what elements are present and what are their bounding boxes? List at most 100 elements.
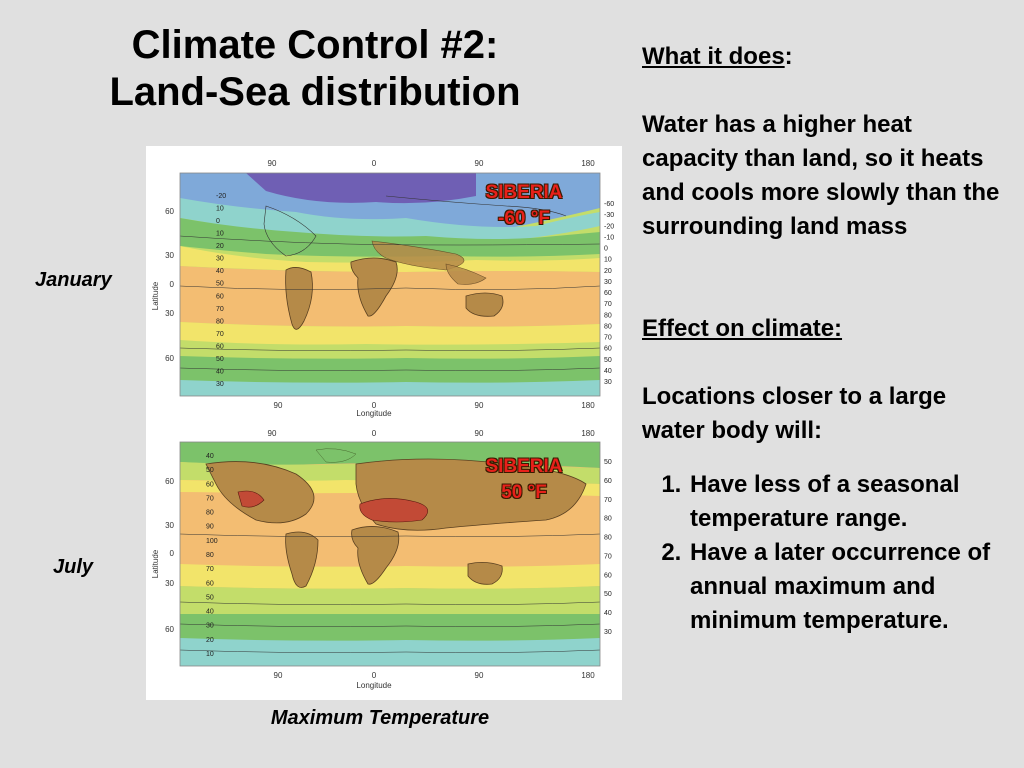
- jul-top-tick-1: 90: [268, 429, 277, 438]
- isotherm-label: 30: [604, 379, 612, 386]
- figure-caption: Maximum Temperature: [270, 707, 490, 729]
- isotherm-label: 40: [604, 368, 612, 375]
- effect-heading-row: Effect on climate:: [642, 312, 1014, 346]
- isotherm-label: 40: [206, 609, 214, 616]
- jan-isotherm-labels-right: -60 -30 -20 -10 0 10 20 30 60 70 80 80 70 60 50 40 30: [604, 201, 614, 386]
- january-map: 90 0 90 180 90 0 90 180 Longitude 60 30 …: [151, 159, 614, 418]
- jan-bottom-tick-3: 90: [475, 401, 484, 410]
- what-it-does-heading-row: What it does:: [642, 40, 1014, 74]
- siberia-january-callout: SIBERIA -60 °F: [462, 180, 586, 232]
- isotherm-label: 70: [604, 335, 612, 342]
- jan-top-tick-3: 90: [475, 159, 484, 168]
- isotherm-label: -60: [604, 201, 614, 208]
- jul-bottom-tick-2: 0: [372, 671, 377, 680]
- isotherm-label: 70: [604, 301, 612, 308]
- jan-lat-tick-4: 30: [165, 309, 174, 318]
- isotherm-label: 70: [604, 497, 612, 504]
- jul-x-axis-label: Longitude: [356, 681, 392, 690]
- jul-isotherm-labels-left: 40 50 60 70 80 90 100 80 70 60 50 40 30 20 10: [206, 453, 218, 658]
- siberia-july-callout: SIBERIA 50 °F: [462, 454, 586, 506]
- july-map: 90 0 90 180 90 0 90 180 Longitude 60 30 …: [151, 429, 612, 690]
- isotherm-label: 50: [604, 357, 612, 364]
- jan-lat-tick-1: 60: [165, 207, 174, 216]
- effects-list: Have less of a seasonal temperature rang…: [642, 468, 1014, 638]
- jan-bottom-tick-4: 180: [581, 401, 595, 410]
- jul-lat-tick-5: 60: [165, 625, 174, 634]
- isotherm-label: 0: [216, 218, 220, 225]
- what-it-does-heading: What it does: [642, 43, 785, 70]
- slide-title: Climate Control #2: Land-Sea distributio…: [60, 22, 570, 116]
- isotherm-label: 80: [604, 323, 612, 330]
- jul-lat-tick-3: 0: [170, 549, 175, 558]
- jul-bottom-tick-4: 180: [581, 671, 595, 680]
- isotherm-label: 80: [216, 318, 224, 325]
- isotherm-label: -20: [216, 193, 226, 200]
- isotherm-label: 50: [216, 281, 224, 288]
- what-it-does-body: Water has a higher heat capacity than la…: [642, 111, 1000, 240]
- isotherm-label: 60: [604, 572, 612, 579]
- isotherm-label: 10: [216, 206, 224, 213]
- maps-figure: 90 0 90 180 90 0 90 180 Longitude 60 30 …: [146, 146, 622, 700]
- isotherm-label: 80: [206, 510, 214, 517]
- effect-on-climate-heading: Effect on climate:: [642, 315, 843, 342]
- jul-lat-tick-1: 60: [165, 477, 174, 486]
- isotherm-label: 70: [216, 306, 224, 313]
- jul-top-tick-3: 90: [475, 429, 484, 438]
- isotherm-label: 80: [206, 552, 214, 559]
- isotherm-label: 0: [604, 246, 608, 253]
- isotherm-label: 30: [604, 279, 612, 286]
- isotherm-label: 10: [206, 651, 214, 658]
- isotherm-label: 20: [206, 637, 214, 644]
- explanation-column: What it does: Water has a higher heat ca…: [642, 40, 1014, 638]
- isotherm-label: -20: [604, 223, 614, 230]
- jan-x-axis-label: Longitude: [356, 409, 392, 418]
- isotherm-label: 40: [216, 268, 224, 275]
- isotherm-label: -30: [604, 212, 614, 219]
- jan-lat-tick-3: 0: [170, 280, 175, 289]
- siberia-january-name: SIBERIA: [485, 182, 563, 203]
- isotherm-label: 60: [604, 290, 612, 297]
- isotherm-label: 30: [216, 256, 224, 263]
- jul-bottom-tick-1: 90: [274, 671, 283, 680]
- siberia-january-temp: -60 °F: [498, 208, 550, 229]
- jul-bottom-tick-3: 90: [475, 671, 484, 680]
- effect-item: Have less of a seasonal temperature rang…: [688, 468, 1014, 536]
- jan-lat-tick-2: 30: [165, 251, 174, 260]
- jan-lat-tick-5: 60: [165, 354, 174, 363]
- jan-isotherm-labels-left: -20 10 0 10 20 30 40 50 60 70 80 70 60 50 40 30: [216, 193, 226, 388]
- isotherm-label: 40: [206, 453, 214, 460]
- january-label: January: [35, 269, 112, 291]
- jul-y-axis-label: Latitude: [151, 549, 160, 578]
- isotherm-label: 50: [216, 356, 224, 363]
- jul-top-tick-2: 0: [372, 429, 377, 438]
- isotherm-label: 50: [604, 591, 612, 598]
- jul-top-tick-4: 180: [581, 429, 595, 438]
- jan-bottom-tick-1: 90: [274, 401, 283, 410]
- isotherm-label: 60: [604, 346, 612, 353]
- effect-item: Have a later occurrence of annual maximu…: [688, 536, 1014, 638]
- jan-top-tick-2: 0: [372, 159, 377, 168]
- isotherm-label: 10: [604, 257, 612, 264]
- isotherm-label: 60: [216, 343, 224, 350]
- siberia-july-name: SIBERIA: [485, 456, 563, 477]
- isotherm-label: 70: [216, 331, 224, 338]
- siberia-july-temp: 50 °F: [501, 482, 547, 503]
- isotherm-label: 80: [604, 516, 612, 523]
- isotherm-label: 70: [206, 495, 214, 502]
- isotherm-label: 70: [206, 566, 214, 573]
- isotherm-label: 10: [216, 231, 224, 238]
- effect-intro: Locations closer to a large water body w…: [642, 383, 947, 444]
- isotherm-label: 60: [206, 580, 214, 587]
- jan-y-axis-label: Latitude: [151, 281, 160, 310]
- isotherm-label: -10: [604, 234, 614, 241]
- isotherm-label: 50: [206, 594, 214, 601]
- jul-lat-tick-4: 30: [165, 579, 174, 588]
- jul-isotherm-labels-right: 50 60 70 80 80 70 60 50 40 30: [604, 459, 612, 636]
- title-line-2: Land-Sea distribution: [109, 70, 521, 114]
- title-line-1: Climate Control #2:: [131, 23, 499, 67]
- jul-lat-tick-2: 30: [165, 521, 174, 530]
- isotherm-label: 50: [206, 467, 214, 474]
- isotherm-label: 40: [604, 610, 612, 617]
- jan-top-tick-4: 180: [581, 159, 595, 168]
- isotherm-label: 30: [216, 381, 224, 388]
